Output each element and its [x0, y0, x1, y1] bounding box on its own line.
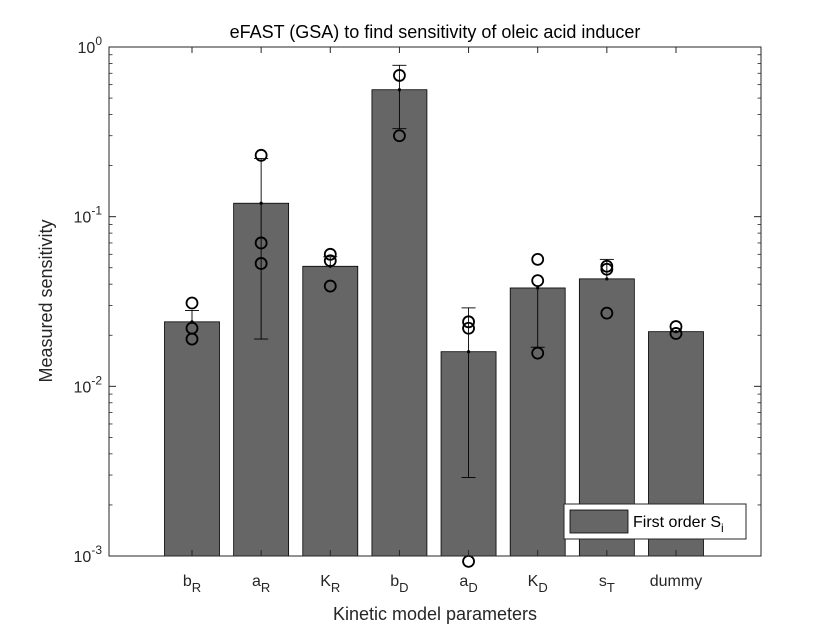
y-tick-exponent: -1: [91, 204, 102, 218]
x-tick-label-main: K: [528, 573, 539, 590]
replicate-point-2-1: [323, 254, 337, 268]
x-tick-label-main: b: [390, 573, 399, 590]
y-axis-label: Measured sensitivity: [36, 219, 56, 382]
replicate-point-0-0: [185, 296, 199, 310]
x-tick-label-main: dummy: [650, 573, 702, 590]
replicate-point-1-1: [254, 236, 268, 250]
x-tick-label-sub: D: [399, 580, 408, 595]
x-tick-label-6: sT: [599, 573, 615, 595]
y-tick-label-0: 10-3: [74, 543, 103, 566]
y-tick-exponent: -3: [91, 543, 102, 557]
replicate-point-5-0: [531, 252, 545, 266]
x-tick-label-main: a: [252, 573, 261, 590]
y-tick-exponent: -2: [91, 373, 102, 387]
x-tick-label-sub: T: [607, 580, 615, 595]
x-tick-label-sub: R: [331, 580, 340, 595]
y-tick-base: 10: [74, 549, 92, 566]
replicate-point-6-1: [600, 262, 614, 276]
x-tick-label-5: KD: [528, 573, 548, 595]
x-tick-label-0: bR: [183, 573, 201, 595]
replicate-point-5-1: [531, 274, 545, 287]
y-tick-label-1: 10-2: [74, 373, 103, 396]
bar-3: [371, 89, 428, 557]
x-tick-label-1: aR: [252, 573, 270, 595]
x-tick-label-sub: D: [538, 580, 547, 595]
y-tick-base: 10: [78, 40, 96, 57]
x-tick-label-2: KR: [320, 573, 340, 595]
x-tick-label-sub: D: [468, 580, 477, 595]
x-tick-label-3: bD: [390, 573, 408, 595]
replicate-point-2-0: [323, 247, 337, 261]
x-tick-label-4: aD: [459, 573, 477, 595]
legend-label-sub: i: [721, 521, 724, 535]
x-axis-ticks: bR aR KR bD aD KD sT dummy: [183, 47, 702, 595]
axes-box: [108, 46, 762, 557]
x-tick-label-main: b: [183, 573, 192, 590]
replicate-point-5-2: [531, 346, 545, 360]
y-tick-exponent: 0: [95, 34, 102, 48]
y-tick-base: 10: [74, 210, 92, 227]
legend-label-main: First order S: [633, 514, 721, 531]
legend-swatch: [569, 509, 629, 534]
replicate-point-4-1: [462, 321, 475, 335]
replicate-points-layer: [185, 69, 683, 568]
x-tick-label-main: K: [320, 573, 331, 590]
bar-0: [164, 321, 220, 557]
replicate-point-3-1: [393, 129, 406, 143]
x-tick-label-sub: R: [261, 580, 270, 595]
replicate-point-1-0: [254, 148, 268, 162]
legend-label: First order Si: [633, 514, 724, 535]
replicate-point-3-0: [393, 69, 406, 82]
y-tick-label-2: 10-1: [74, 204, 103, 227]
bar-2: [302, 265, 359, 557]
x-tick-label-main: a: [459, 573, 468, 590]
legend: First order Si: [563, 503, 747, 540]
x-axis-label: Kinetic model parameters: [333, 604, 537, 624]
y-tick-base: 10: [74, 379, 92, 396]
chart-title: eFAST (GSA) to find sensitivity of oleic…: [230, 22, 641, 42]
replicate-point-2-2: [323, 279, 337, 293]
replicate-point-1-2: [254, 257, 268, 270]
x-tick-label-7: dummy: [650, 573, 702, 590]
replicate-point-7-0: [669, 320, 683, 333]
replicate-point-6-2: [600, 306, 614, 320]
x-tick-label-main: s: [599, 573, 607, 590]
x-tick-label-sub: R: [192, 580, 201, 595]
replicate-point-0-2: [185, 332, 199, 346]
replicate-point-7-1: [669, 327, 683, 340]
replicate-point-4-0: [462, 315, 475, 329]
y-tick-label-3: 100: [78, 34, 103, 57]
